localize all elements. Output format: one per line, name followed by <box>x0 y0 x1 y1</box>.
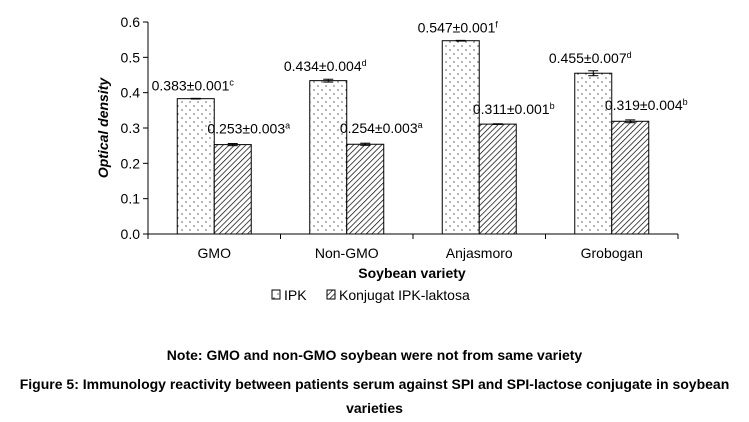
data-label: 0.253±0.003a <box>207 121 290 137</box>
legend-label: IPK <box>284 287 307 303</box>
bar <box>441 40 480 235</box>
bar <box>611 120 650 235</box>
y-tick-label: 0.1 <box>121 191 141 207</box>
bar <box>309 80 348 235</box>
y-tick-label: 0.4 <box>121 85 141 101</box>
x-tick-label: Anjasmoro <box>446 245 513 261</box>
data-label: 0.254±0.003a <box>340 120 423 136</box>
bar <box>574 72 613 235</box>
y-tick-label: 0.0 <box>121 226 141 242</box>
data-label: 0.311±0.001b <box>473 101 555 117</box>
x-tick-label: Non-GMO <box>315 245 379 261</box>
x-tick-label: Grobogan <box>581 245 643 261</box>
figure-note: Note: GMO and non-GMO soybean were not f… <box>166 347 583 363</box>
bar-chart: 0.0 0.1 0.2 0.3 0.4 0.5 0.6 GMO Non-GMO Anjasmoro… <box>95 14 688 303</box>
x-axis-label: Soybean variety <box>358 265 466 281</box>
legend-swatch <box>271 289 281 300</box>
plot-area: 0.0 0.1 0.2 0.3 0.4 0.5 0.6 GMO Non-GMO Anjasmoro… <box>121 14 688 261</box>
data-label: 0.455±0.007d <box>549 50 632 66</box>
data-label: 0.434±0.004d <box>284 58 367 74</box>
data-label: 0.547±0.001f <box>418 19 499 35</box>
x-tick-label: GMO <box>198 245 232 261</box>
bar <box>176 98 215 235</box>
data-label: 0.383±0.001c <box>152 77 235 93</box>
y-tick-label: 0.5 <box>121 49 141 65</box>
y-tick-label: 0.2 <box>121 155 141 171</box>
bar <box>346 143 385 235</box>
y-tick-label: 0.3 <box>121 120 141 136</box>
y-axis-label: Optical density <box>95 77 111 179</box>
legend-swatch <box>326 289 336 300</box>
bar <box>478 123 517 235</box>
legend-label: Konjugat IPK-laktosa <box>339 287 470 303</box>
data-label: 0.319±0.004b <box>605 97 688 113</box>
bar <box>213 144 252 235</box>
y-tick-label: 0.6 <box>121 14 141 30</box>
figure-caption: Figure 5: Immunology reactivity between … <box>19 376 730 416</box>
legend: IPK Konjugat IPK-laktosa <box>271 287 470 303</box>
